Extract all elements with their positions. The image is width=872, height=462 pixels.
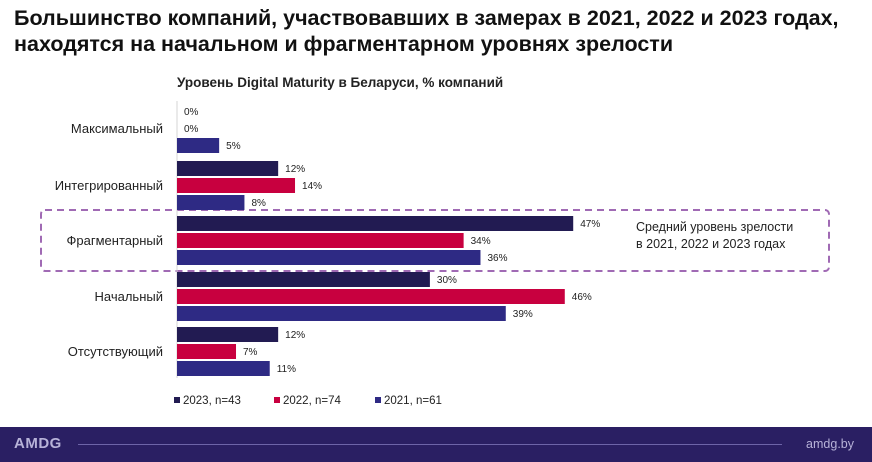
category-label-отсутствующий: Отсутствующий xyxy=(68,344,163,359)
category-label-интегрированный: Интегрированный xyxy=(55,178,163,193)
bar-интегрированный-0 xyxy=(177,161,279,176)
footer-divider xyxy=(78,444,782,445)
legend-swatch-0 xyxy=(174,397,180,403)
legend-label-0: 2023, n=43 xyxy=(183,395,241,407)
data-label-отсутствующий-1: 7% xyxy=(243,347,258,358)
legend-swatch-2 xyxy=(375,397,381,403)
legend-swatch-1 xyxy=(274,397,280,403)
bar-начальный-2 xyxy=(177,306,506,321)
bar-максимальный-2 xyxy=(177,138,220,153)
data-label-интегрированный-0: 12% xyxy=(285,164,305,175)
legend-label-2: 2021, n=61 xyxy=(384,395,442,407)
chart-title: Уровень Digital Maturity в Беларуси, % к… xyxy=(177,75,503,90)
site-link[interactable]: amdg.by xyxy=(806,437,854,451)
category-label-максимальный: Максимальный xyxy=(71,121,163,136)
legend-label-1: 2022, n=74 xyxy=(283,395,341,407)
bar-отсутствующий-1 xyxy=(177,344,237,359)
bar-начальный-1 xyxy=(177,289,565,304)
bar-интегрированный-2 xyxy=(177,195,245,210)
annotation-frame xyxy=(40,209,830,272)
bar-фрагментарный-0 xyxy=(177,216,574,231)
annotation-text: в 2021, 2022 и 2023 годах xyxy=(636,237,786,251)
data-label-фрагментарный-0: 47% xyxy=(580,219,600,230)
data-label-начальный-0: 30% xyxy=(437,275,457,286)
bar-начальный-0 xyxy=(177,272,430,287)
footer: AMDG amdg.by xyxy=(0,427,872,462)
data-label-отсутствующий-0: 12% xyxy=(285,330,305,341)
category-label-фрагментарный: Фрагментарный xyxy=(67,233,163,248)
headline: Большинство компаний, участвовавших в за… xyxy=(14,6,839,56)
bar-chart: Средний уровень зрелости в 2021, 2022 и 2… xyxy=(40,75,830,407)
data-label-фрагментарный-1: 34% xyxy=(471,236,491,247)
bar-отсутствующий-0 xyxy=(177,327,279,342)
bar-отсутствующий-2 xyxy=(177,361,270,376)
data-label-начальный-2: 39% xyxy=(513,309,533,320)
data-label-максимальный-2: 5% xyxy=(226,141,241,152)
data-label-интегрированный-2: 8% xyxy=(251,198,266,209)
data-label-интегрированный-1: 14% xyxy=(302,181,322,192)
brand-logo: AMDG xyxy=(14,435,62,452)
bar-интегрированный-1 xyxy=(177,178,296,193)
bar-фрагментарный-1 xyxy=(177,233,464,248)
data-label-начальный-1: 46% xyxy=(572,292,592,303)
category-label-начальный: Начальный xyxy=(95,289,163,304)
data-label-отсутствующий-2: 11% xyxy=(277,364,296,375)
annotation-text: Средний уровень зрелости xyxy=(636,220,793,234)
data-label-максимальный-0: 0% xyxy=(184,107,199,118)
bar-фрагментарный-2 xyxy=(177,250,481,265)
data-label-максимальный-1: 0% xyxy=(184,124,199,135)
data-label-фрагментарный-2: 36% xyxy=(487,253,507,264)
